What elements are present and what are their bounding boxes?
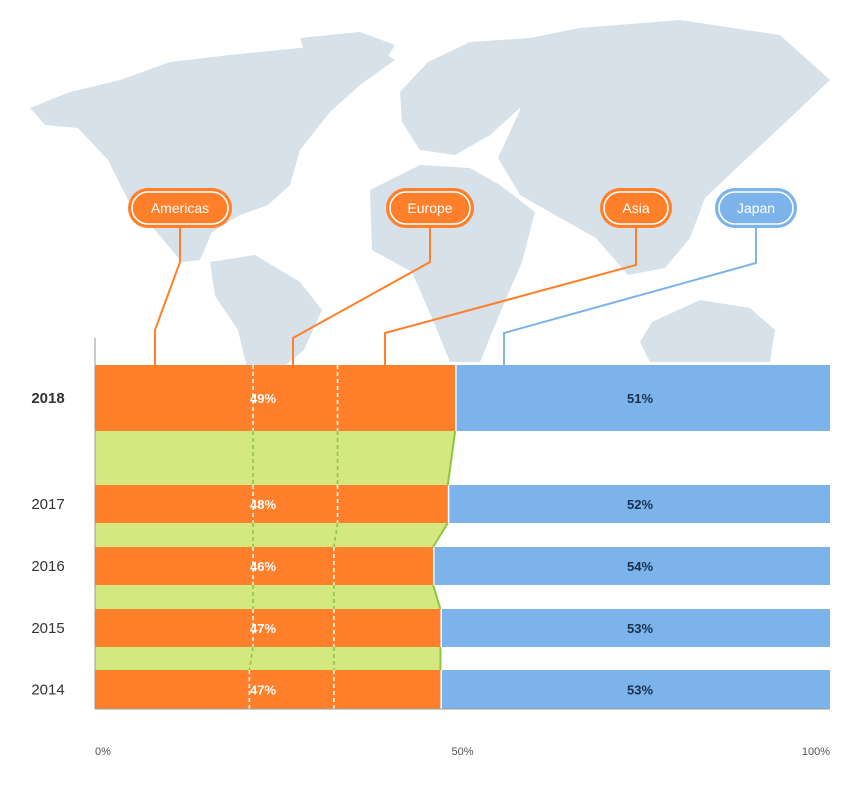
region-label-europe: Europe [386, 188, 474, 228]
trend-bands [95, 430, 457, 670]
bar-blue [456, 365, 830, 431]
world-map [30, 20, 830, 372]
bar-blue [441, 670, 830, 709]
year-label: 2015 [31, 620, 64, 637]
bar-orange [95, 547, 434, 585]
bar-label-orange: 47% [250, 683, 276, 698]
region-label-americas: Americas [128, 188, 232, 228]
pill-text: Japan [737, 200, 775, 216]
australia-shape [640, 300, 775, 362]
trend-band [95, 431, 456, 485]
bar-label-blue: 54% [627, 559, 653, 574]
bar-label-blue: 51% [627, 391, 653, 406]
bar-label-blue: 53% [627, 621, 653, 636]
europe-shape [400, 38, 545, 155]
connector-americas [154, 227, 181, 365]
trend-band [95, 647, 441, 670]
bar-label-orange: 46% [250, 559, 276, 574]
bar-orange [95, 609, 441, 647]
trend-band-edge [446, 430, 457, 486]
bar-label-orange: 47% [250, 621, 276, 636]
bar-blue [434, 547, 830, 585]
x-tick-label: 0% [95, 746, 111, 758]
bar-orange [95, 670, 441, 709]
bar-label-blue: 53% [627, 683, 653, 698]
bar-label-orange: 49% [250, 391, 276, 406]
trend-band-edge [432, 584, 442, 610]
year-label: 2014 [31, 682, 64, 699]
bars: 49% 51% 48% 52% 46% 54% 47% 53% 47% 53% [95, 365, 830, 709]
pill-inner [389, 191, 471, 225]
bar-label-orange: 48% [250, 497, 276, 512]
pill-text: Americas [151, 200, 209, 216]
year-labels: 2018 2017 2016 2015 2014 [31, 390, 64, 699]
connector-japan [503, 227, 757, 365]
connector-asia [384, 227, 637, 365]
trend-band [95, 585, 441, 609]
trend-band-edge [432, 522, 449, 548]
connector-europe [292, 227, 431, 365]
bar-blue [449, 485, 830, 523]
region-dividers [248, 365, 339, 709]
divider-americas-band [248, 646, 254, 671]
bar-blue [441, 609, 830, 647]
year-label: 2016 [31, 558, 64, 575]
region-label-japan: Japan [715, 188, 797, 228]
x-tick-label: 100% [802, 746, 830, 758]
region-label-asia: Asia [600, 188, 672, 228]
pill-text: Asia [622, 200, 649, 216]
pill-inner [718, 191, 794, 225]
x-tick-label: 50% [451, 746, 473, 758]
pill-inner [603, 191, 669, 225]
north-america-shape [30, 45, 395, 262]
bar-orange [95, 365, 456, 431]
pill-text: Europe [407, 200, 452, 216]
x-axis: 0% 50% 100% [94, 338, 830, 758]
bar-orange [95, 485, 448, 523]
pill-inner [131, 191, 229, 225]
year-label: 2018 [31, 390, 64, 407]
year-label: 2017 [31, 496, 64, 513]
bar-label-blue: 52% [627, 497, 653, 512]
region-labels: Americas Europe Asia Japan [128, 188, 797, 228]
greenland-shape [300, 32, 395, 88]
region-connectors [154, 227, 757, 365]
asia-shape [498, 20, 830, 275]
south-america-shape [210, 255, 322, 372]
trend-band [95, 523, 448, 547]
